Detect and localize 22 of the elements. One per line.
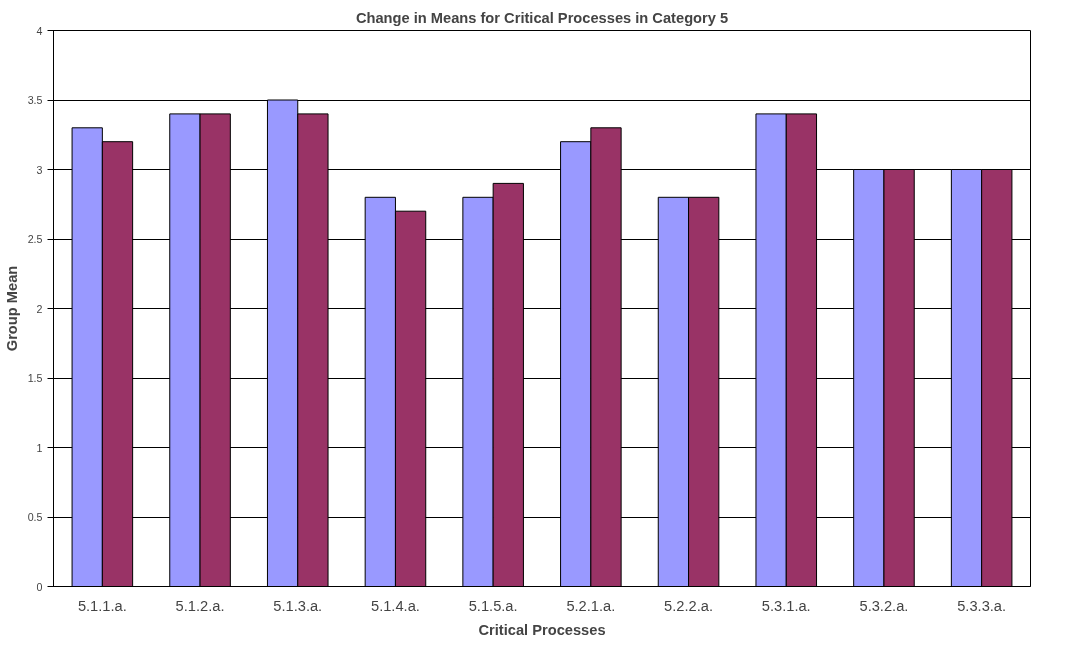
y-tick-label: 0.5: [27, 511, 43, 523]
y-tick-label: 0: [36, 580, 43, 593]
y-tick-label: 1: [36, 441, 43, 454]
y-tick-label: 3: [36, 163, 43, 176]
x-tick-label: 5.1.2.a.: [175, 597, 225, 614]
x-tick-label: 5.2.2.a.: [664, 597, 714, 614]
x-tick-label: 5.1.4.a.: [371, 597, 420, 614]
x-tick-label: 5.3.2.a.: [859, 597, 909, 614]
x-axis-title: Critical Processes: [478, 621, 606, 638]
x-tick-label: 5.2.1.a.: [566, 597, 616, 614]
x-tick-label: 5.3.1.a.: [761, 597, 811, 614]
y-tick-label: 4: [36, 24, 43, 37]
x-tick-label: 5.1.5.a.: [468, 597, 518, 614]
y-tick-label: 1.5: [27, 372, 43, 384]
y-tick-label: 2.5: [27, 233, 43, 245]
y-axis-title: Group Mean: [3, 265, 20, 352]
x-tick-label: 5.1.3.a.: [273, 597, 323, 614]
y-tick-label: 3.5: [27, 94, 43, 106]
x-tick-label: 5.3.3.a.: [957, 597, 1007, 614]
x-tick-label: 5.1.1.a.: [77, 597, 127, 614]
y-tick-label: 2: [36, 302, 43, 315]
chart-title: Change in Means for Critical Processes in Category 5: [355, 9, 729, 26]
